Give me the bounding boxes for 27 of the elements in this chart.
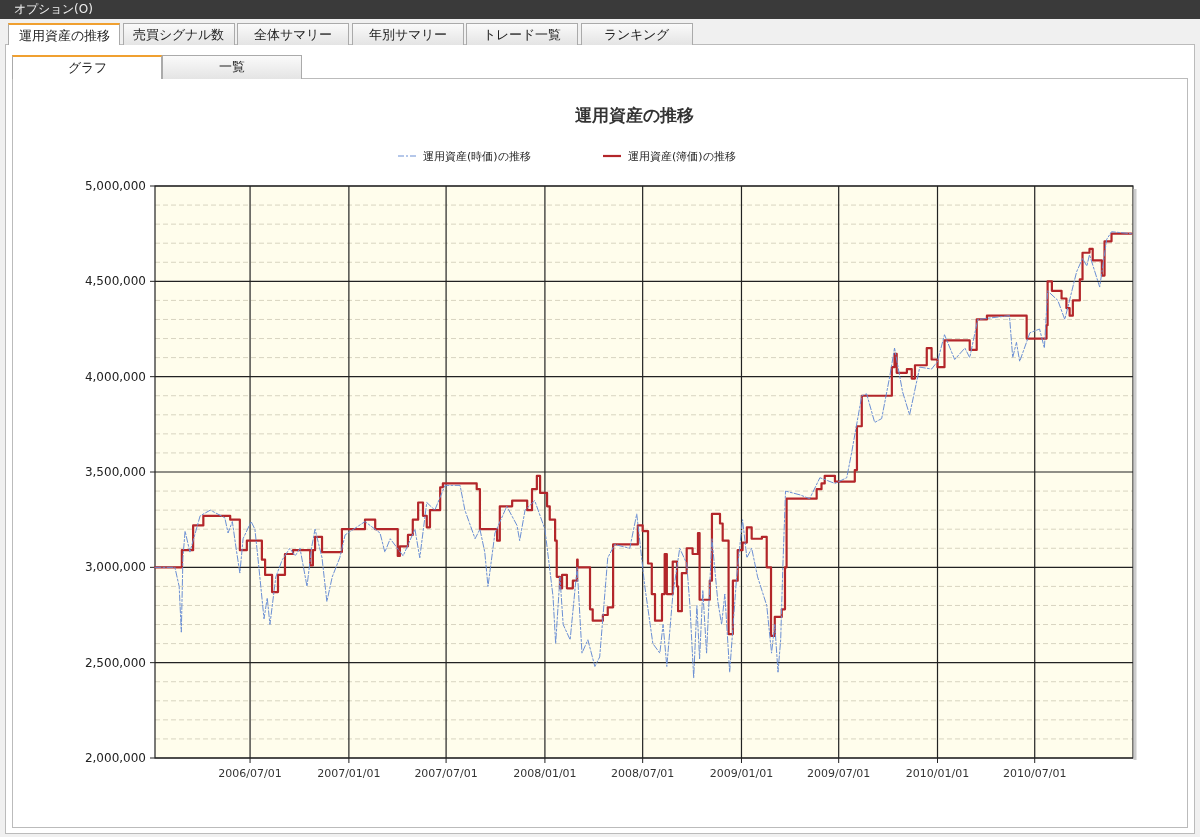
x-tick-label: 2009/01/01 — [709, 767, 774, 780]
y-tick-label: 2,500,000 — [84, 655, 146, 670]
text: 全体サマリー — [237, 23, 349, 45]
text: 一覧 — [162, 55, 302, 79]
text: 年別サマリー — [351, 23, 464, 45]
x-tick-label: 2008/07/01 — [610, 767, 675, 780]
x-tick-label: 2010/07/01 — [1003, 767, 1067, 780]
y-tick-label: 3,500,000 — [84, 465, 146, 479]
y-tick-label: 5,000,000 — [84, 179, 146, 193]
y-tick-label: 3,000,000 — [84, 560, 146, 575]
x-tick-label: 2009/07/01 — [806, 767, 871, 780]
text: オプション(O) — [0, 0, 1200, 19]
text: 売買シグナル数 — [122, 23, 235, 45]
y-tick-label: 2,000,000 — [84, 751, 146, 765]
legend-label: 運用資産(簿価)の推移 — [628, 150, 736, 163]
x-tick-label: 2007/07/01 — [414, 767, 478, 780]
chart-title: 運用資産の推移 — [573, 105, 694, 125]
x-tick-label: 2006/07/01 — [218, 767, 282, 780]
y-tick-label: 4,500,000 — [84, 274, 146, 289]
x-tick-label: 2010/01/01 — [905, 767, 970, 780]
text: トレード一覧 — [466, 23, 578, 45]
x-tick-label: 2008/01/01 — [513, 767, 577, 780]
text: グラフ — [12, 55, 162, 79]
x-tick-label: 2007/01/01 — [317, 767, 381, 780]
y-tick-label: 4,000,000 — [84, 369, 146, 384]
legend-label: 運用資産(時価)の推移 — [423, 150, 531, 163]
text: ランキング — [580, 23, 693, 45]
